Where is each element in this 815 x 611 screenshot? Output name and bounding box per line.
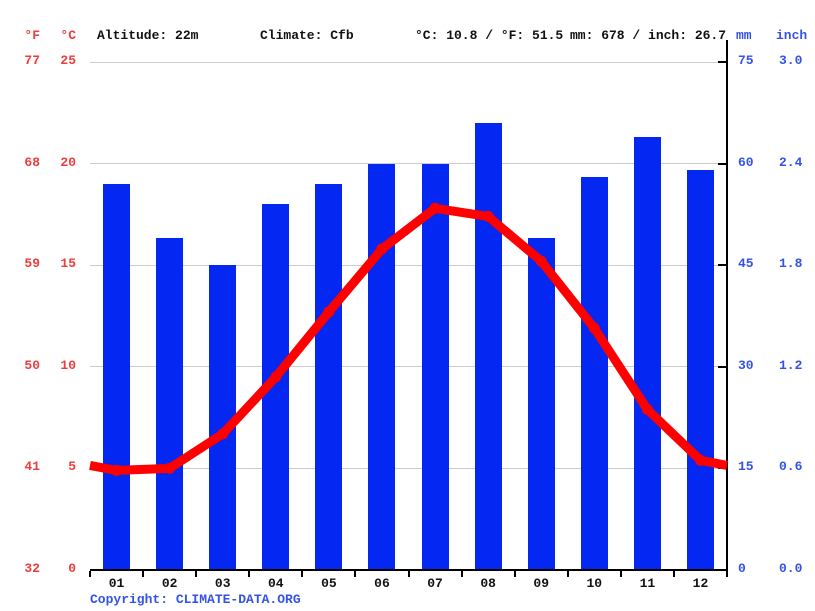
axis-label-fahrenheit: 50	[24, 357, 40, 373]
right-axis-tick	[718, 264, 727, 267]
climate-label: Climate: Cfb	[260, 28, 354, 43]
month-label-10: 10	[586, 576, 603, 591]
x-axis-tick	[301, 571, 304, 577]
precip-bar-03	[209, 265, 237, 570]
x-axis-tick	[142, 571, 145, 577]
month-label-09: 09	[533, 576, 549, 591]
axis-label-mm: 60	[738, 154, 754, 170]
x-axis-tick	[513, 571, 516, 577]
x-axis-tick	[195, 571, 198, 577]
axis-label-inch: 1.8	[779, 256, 803, 272]
altitude-label: Altitude: 22m	[97, 28, 199, 43]
mm-axis-title: mm	[736, 28, 752, 43]
month-label-03: 03	[214, 576, 231, 591]
right-axis-tick	[718, 467, 727, 470]
axis-label-mm: 0	[738, 561, 746, 576]
gridline	[90, 264, 718, 266]
axis-label-inch: 1.2	[779, 357, 803, 373]
axis-label-fahrenheit: 77	[24, 53, 40, 68]
temperature-polyline	[89, 203, 728, 475]
axis-label-celsius: 25	[60, 53, 76, 68]
x-axis-tick	[89, 571, 91, 577]
axis-label-mm: 45	[738, 256, 754, 272]
precip-bar-05	[315, 183, 343, 570]
right-axis-tick	[718, 61, 727, 63]
axis-label-inch: 3.0	[779, 53, 803, 68]
x-axis-tick	[566, 571, 569, 577]
axis-label-inch: 2.4	[779, 154, 803, 170]
x-axis-tick	[248, 571, 251, 577]
month-label-04: 04	[267, 576, 284, 591]
axis-label-mm: 15	[738, 459, 754, 475]
precip-bar-06	[368, 163, 396, 570]
month-label-01: 01	[108, 576, 125, 591]
axis-label-mm: 30	[738, 357, 754, 373]
precip-bar-01	[103, 183, 131, 570]
month-label-08: 08	[480, 576, 496, 591]
copyright-link[interactable]: Copyright: CLIMATE-DATA.ORG	[90, 592, 301, 607]
month-label-11: 11	[639, 576, 656, 591]
temperature-summary: °C: 10.8 / °F: 51.5	[415, 28, 564, 43]
x-axis-tick	[354, 571, 357, 577]
gridline	[90, 366, 718, 368]
precip-bar-04	[262, 204, 290, 570]
x-axis-tick	[672, 571, 675, 577]
axis-label-fahrenheit: 41	[24, 459, 40, 475]
precip-bar-11	[633, 136, 661, 570]
precipitation-summary: mm: 678 / inch: 26.7	[570, 28, 727, 43]
axis-label-fahrenheit: 68	[24, 154, 40, 170]
precip-bar-10	[580, 177, 608, 570]
month-label-05: 05	[321, 576, 337, 591]
precip-bar-09	[527, 238, 555, 570]
axis-label-celsius: 0	[68, 561, 76, 576]
gridline	[90, 163, 718, 165]
precip-bar-08	[474, 122, 502, 570]
month-label-12: 12	[692, 576, 709, 591]
axis-label-fahrenheit: 32	[24, 561, 40, 576]
x-axis-tick	[619, 571, 622, 577]
right-axis-tick	[718, 365, 727, 368]
right-axis-tick	[718, 162, 727, 165]
right-axis-line	[726, 40, 728, 571]
precip-bar-12	[686, 170, 714, 570]
x-axis-tick	[726, 571, 728, 577]
precip-bar-02	[156, 238, 184, 570]
gridline	[90, 467, 718, 469]
gridline	[90, 61, 718, 63]
axis-label-celsius: 20	[60, 154, 76, 170]
precip-bar-07	[421, 163, 449, 570]
axis-label-inch: 0.0	[779, 561, 803, 576]
month-label-07: 07	[427, 576, 443, 591]
x-axis-line	[90, 569, 727, 571]
axis-label-celsius: 10	[60, 357, 76, 373]
x-axis-tick	[460, 571, 463, 577]
axis-label-inch: 0.6	[779, 459, 803, 475]
axis-label-mm: 75	[738, 53, 754, 68]
celsius-axis-title: °C	[60, 28, 76, 43]
axis-label-fahrenheit: 59	[24, 256, 40, 272]
fahrenheit-axis-title: °F	[24, 28, 40, 43]
axis-label-celsius: 15	[60, 256, 76, 272]
month-label-06: 06	[374, 576, 390, 591]
month-label-02: 02	[161, 576, 178, 591]
axis-label-celsius: 5	[68, 459, 76, 475]
x-axis-tick	[407, 571, 410, 577]
inch-axis-title: inch	[776, 28, 808, 43]
